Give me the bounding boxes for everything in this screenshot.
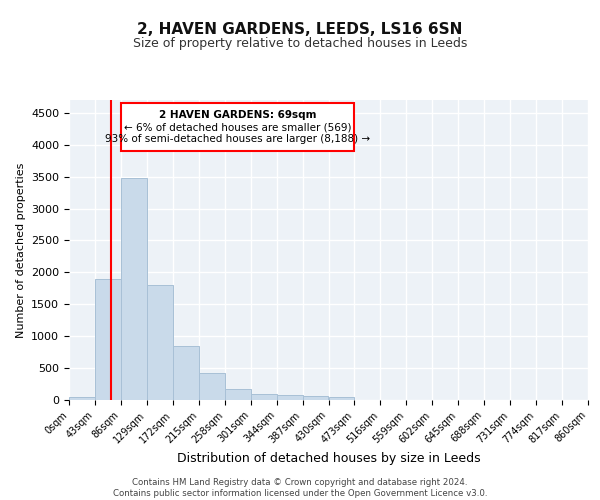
- Bar: [251, 394, 277, 400]
- Bar: [121, 178, 147, 400]
- Bar: [302, 396, 329, 400]
- Bar: [147, 285, 173, 400]
- X-axis label: Distribution of detached houses by size in Leeds: Distribution of detached houses by size …: [176, 452, 481, 464]
- Text: Size of property relative to detached houses in Leeds: Size of property relative to detached ho…: [133, 38, 467, 51]
- Text: ← 6% of detached houses are smaller (569): ← 6% of detached houses are smaller (569…: [124, 122, 352, 132]
- FancyBboxPatch shape: [121, 103, 355, 151]
- Bar: [69, 397, 95, 400]
- Text: 2 HAVEN GARDENS: 69sqm: 2 HAVEN GARDENS: 69sqm: [159, 110, 316, 120]
- Bar: [329, 397, 355, 400]
- Y-axis label: Number of detached properties: Number of detached properties: [16, 162, 26, 338]
- Bar: [224, 389, 251, 400]
- Bar: [95, 278, 121, 400]
- Text: 93% of semi-detached houses are larger (8,188) →: 93% of semi-detached houses are larger (…: [105, 134, 370, 144]
- Bar: [173, 346, 199, 400]
- Text: Contains HM Land Registry data © Crown copyright and database right 2024.
Contai: Contains HM Land Registry data © Crown c…: [113, 478, 487, 498]
- Bar: [277, 395, 302, 400]
- Bar: [199, 372, 224, 400]
- Text: 2, HAVEN GARDENS, LEEDS, LS16 6SN: 2, HAVEN GARDENS, LEEDS, LS16 6SN: [137, 22, 463, 38]
